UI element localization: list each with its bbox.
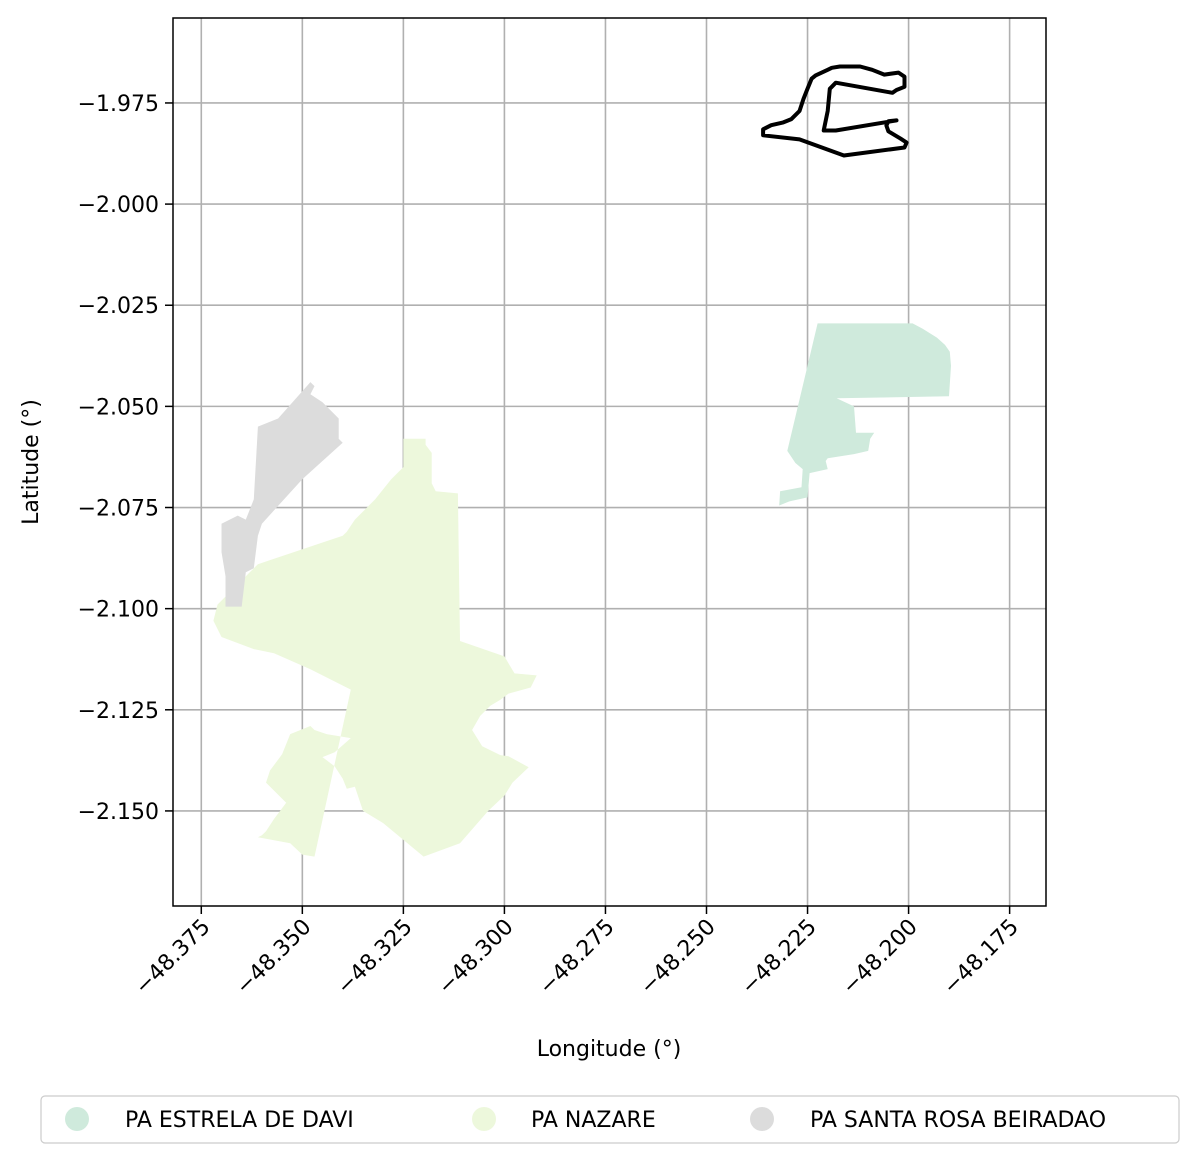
- x-tick-label: −48.250: [636, 915, 721, 1000]
- y-tick-label: −2.025: [78, 294, 159, 319]
- y-tick-label: −2.125: [78, 699, 159, 724]
- region-nazare: [213, 438, 537, 857]
- y-tick-label: −2.150: [78, 800, 159, 825]
- legend-label-nazare: PA NAZARE: [531, 1108, 656, 1133]
- x-tick-label: −48.275: [535, 915, 620, 1000]
- x-tick-label: −48.325: [332, 915, 417, 1000]
- x-tick-label: −48.225: [737, 915, 822, 1000]
- outline-polygon: [761, 64, 909, 158]
- x-tick-label: −48.375: [130, 915, 215, 1000]
- x-axis: −48.375 −48.350 −48.325 −48.300 −48.275 −48.2…: [130, 906, 1024, 1000]
- y-tick-label: −2.100: [78, 598, 159, 623]
- x-tick-label: −48.350: [231, 915, 316, 1000]
- legend: PA ESTRELA DE DAVI PA NAZARE PA SANTA RO…: [40, 1095, 1180, 1144]
- grid: [173, 18, 1046, 906]
- y-axis: −1.975 −2.000 −2.025 −2.050 −2.075 −2.100 −2.1…: [78, 92, 173, 825]
- legend-label-estrela-de-davi: PA ESTRELA DE DAVI: [125, 1108, 354, 1133]
- legend-swatch-santa-rosa-beiradao: [750, 1107, 774, 1131]
- region-estrela-de-davi: [779, 323, 951, 506]
- regions: [213, 323, 951, 857]
- x-tick-label: −48.200: [838, 915, 923, 1000]
- region-santa-rosa-beiradao: [221, 382, 343, 607]
- legend-label-santa-rosa-beiradao: PA SANTA ROSA BEIRADAO: [810, 1108, 1106, 1133]
- axes-frame: [172, 17, 1047, 907]
- x-tick-label: −48.300: [434, 915, 519, 1000]
- y-tick-label: −2.050: [78, 395, 159, 420]
- x-axis-label: Longitude (°): [537, 1037, 682, 1062]
- y-axis-label: Latitude (°): [19, 399, 44, 525]
- legend-frame: [40, 1095, 1180, 1144]
- boundary-outline: [761, 64, 909, 158]
- y-tick-label: −1.975: [78, 92, 159, 117]
- x-tick-label: −48.175: [939, 915, 1024, 1000]
- y-tick-label: −2.075: [78, 497, 159, 522]
- y-tick-label: −2.000: [78, 193, 159, 218]
- legend-swatch-estrela-de-davi: [65, 1107, 89, 1131]
- legend-swatch-nazare: [472, 1107, 496, 1131]
